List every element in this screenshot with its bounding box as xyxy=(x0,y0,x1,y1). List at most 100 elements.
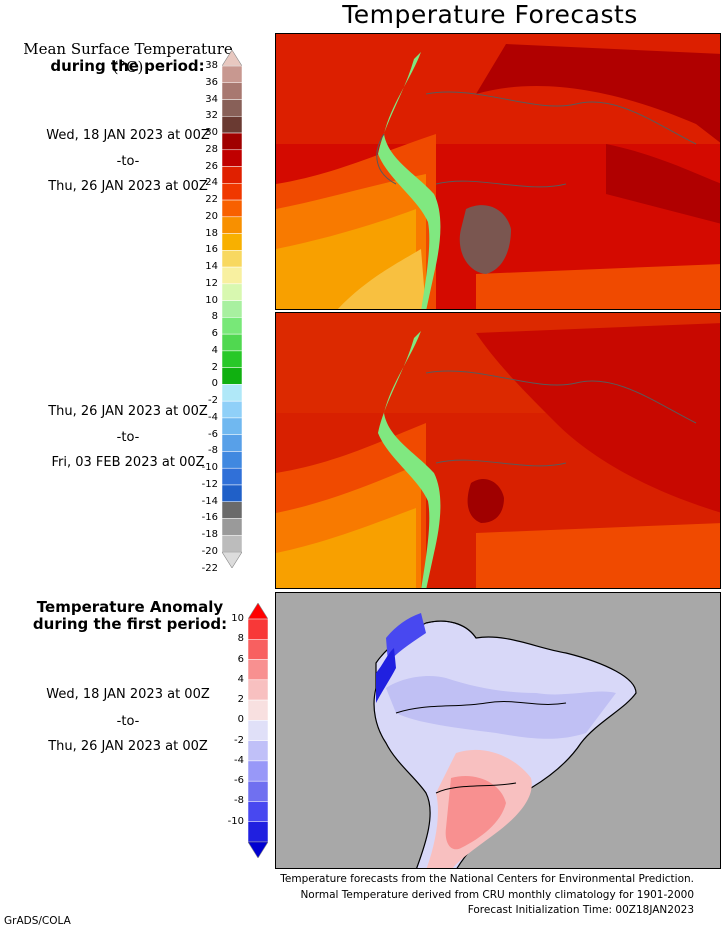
colorbar-tick-label: -6 xyxy=(234,775,244,787)
colorbar-swatch xyxy=(222,216,242,234)
colorbar-tick-label: 2 xyxy=(237,694,244,706)
anomaly-subtitle: during the first period: xyxy=(32,615,228,633)
colorbar-tick-label: 28 xyxy=(205,143,218,155)
colorbar-tick-label: -18 xyxy=(201,529,218,541)
colorbar-tick-label: 10 xyxy=(205,294,218,306)
colorbar-swatch xyxy=(222,233,242,251)
period2-start: Thu, 26 JAN 2023 at 00Z xyxy=(48,404,208,419)
mean-temp-subtitle: during the period: xyxy=(50,57,205,75)
colorbar-tick-label: 6 xyxy=(211,328,218,340)
colorbar-tick-label: 0 xyxy=(237,714,244,726)
colorbar-tick-label: 24 xyxy=(205,177,218,189)
colorbar-swatch xyxy=(222,199,242,218)
colorbar-swatch xyxy=(222,384,242,402)
colorbar-tick-label: 8 xyxy=(211,311,218,323)
colorbar-tick-label: 12 xyxy=(205,277,218,289)
colorbar-swatch xyxy=(222,183,242,201)
colorbar-tick-label: -16 xyxy=(201,512,218,524)
colorbar-tick-label: 26 xyxy=(205,160,218,172)
footer-line-2: Normal Temperature derived from CRU mont… xyxy=(300,888,694,901)
colorbar-swatch xyxy=(248,699,268,721)
colorbar-swatch xyxy=(222,501,242,519)
period1-end: Thu, 26 JAN 2023 at 00Z xyxy=(48,179,208,194)
colorbar-swatch xyxy=(222,484,242,502)
colorbar-tick-label: 22 xyxy=(205,194,218,206)
page-title: Temperature Forecasts xyxy=(342,0,638,29)
colorbar-tick-label: 38 xyxy=(205,60,218,71)
anomaly-period-start: Wed, 18 JAN 2023 at 00Z xyxy=(46,687,210,702)
anomaly-period-sep: -to- xyxy=(116,714,140,729)
colorbar-tick-label: -2 xyxy=(234,734,244,746)
colorbar-tick-label: 20 xyxy=(205,210,218,222)
colorbar-swatch xyxy=(222,132,242,151)
colorbar-swatch xyxy=(248,679,268,701)
colorbar-tick-label: 18 xyxy=(205,227,218,239)
colorbar-swatch xyxy=(222,300,242,318)
colorbar-tick-label: 10 xyxy=(231,613,244,624)
footer-notes: Temperature forecasts from the National … xyxy=(280,872,694,919)
colorbar-tick-label: 16 xyxy=(205,244,218,256)
anomaly-title: Temperature Anomaly xyxy=(36,598,224,616)
colorbar-swatch xyxy=(222,166,242,184)
colorbar-tick-label: -14 xyxy=(201,495,218,507)
colorbar-tick-label: -22 xyxy=(201,562,218,574)
colorbar-swatch xyxy=(248,740,268,762)
colorbar-tick-label: -6 xyxy=(208,428,218,440)
period1-start: Wed, 18 JAN 2023 at 00Z xyxy=(46,128,210,143)
colorbar-tick-label: 4 xyxy=(211,344,218,356)
colorbar-swatch xyxy=(248,821,268,843)
colorbar-tick-label: 2 xyxy=(211,361,218,373)
colorbar-swatch xyxy=(222,451,242,469)
colorbar-tick-label: -2 xyxy=(208,395,218,407)
colorbar-tick-label: 0 xyxy=(211,378,218,390)
colorbar-swatch xyxy=(222,99,242,117)
colorbar-swatch xyxy=(222,367,242,385)
colorbar-swatch xyxy=(248,618,268,640)
colorbar-tick-label: 14 xyxy=(205,261,218,273)
colorbar-swatch xyxy=(248,760,268,782)
colorbar-tick-label: 4 xyxy=(237,673,244,685)
footer-line-3: Forecast Initialization Time: 00Z18JAN20… xyxy=(467,904,694,916)
credit-label: GrADS/COLA xyxy=(4,915,71,927)
colorbar-swatch xyxy=(222,518,242,536)
colorbar-tick-label: -10 xyxy=(201,462,218,474)
colorbar-tick-label: -12 xyxy=(201,478,218,490)
footer-line-1: Temperature forecasts from the National … xyxy=(280,873,694,885)
colorbar-swatch xyxy=(222,467,242,486)
colorbar-swatch xyxy=(222,417,242,435)
colorbar-swatch xyxy=(248,659,268,681)
colorbar-swatch xyxy=(222,317,242,335)
colorbar-tick-label: 34 xyxy=(205,93,218,105)
colorbar-tick-label: -20 xyxy=(201,546,218,557)
colorbar-bottom-arrow xyxy=(222,551,242,568)
colorbar-tick-label: 8 xyxy=(237,633,244,645)
colorbar-top-arrow xyxy=(222,50,242,67)
colorbar-tick-label: 32 xyxy=(205,110,218,122)
colorbar-swatch xyxy=(222,116,242,134)
colorbar-tick-label: -4 xyxy=(234,754,244,766)
colorbar-tick-label: -10 xyxy=(227,815,244,827)
period2-sep: -to- xyxy=(116,430,140,445)
colorbar-swatch xyxy=(222,283,242,301)
temperature-colorbar xyxy=(222,50,242,568)
colorbar-top-arrow xyxy=(248,603,268,620)
colorbar-swatch xyxy=(248,639,268,660)
colorbar-swatch xyxy=(222,350,242,368)
colorbar-swatch xyxy=(222,266,242,285)
colorbar-tick-label: -4 xyxy=(208,411,218,423)
colorbar-swatch xyxy=(222,82,242,100)
mean-temp-title: Mean Surface Temperature (°C) xyxy=(23,40,233,76)
colorbar-swatch xyxy=(222,434,242,452)
colorbar-tick-label: 30 xyxy=(205,127,218,139)
colorbar-swatch xyxy=(222,149,242,167)
colorbar-swatch xyxy=(222,400,242,419)
colorbar-tick-label: -8 xyxy=(234,795,244,807)
colorbar-swatch xyxy=(222,65,242,84)
colorbar-swatch xyxy=(248,801,268,822)
colorbar-tick-label: 36 xyxy=(205,76,218,88)
colorbar-bottom-arrow xyxy=(248,841,268,858)
colorbar-tick-label: -8 xyxy=(208,445,218,457)
period1-sep: -to- xyxy=(116,154,140,169)
colorbar-swatch xyxy=(222,534,242,553)
temperature-anomaly-map xyxy=(275,592,721,869)
